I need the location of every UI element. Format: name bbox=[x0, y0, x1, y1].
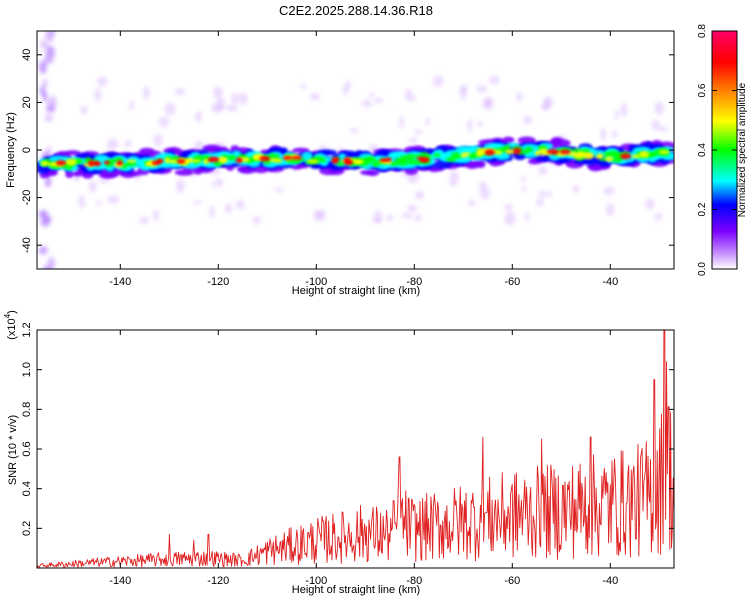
colorbar-tick-label: 0.6 bbox=[697, 83, 708, 97]
spectrogram-x-tick-label: -40 bbox=[602, 276, 618, 288]
spectrogram-y-tick-label: 40 bbox=[21, 49, 33, 61]
chart-title: C2E2.2025.288.14.36.R18 bbox=[279, 3, 433, 18]
spectrogram-x-tick-label: -60 bbox=[504, 276, 520, 288]
colorbar-ticks: 0.0 0.2 0.4 0.6 0.8 bbox=[697, 24, 737, 276]
snr-panel: -140 -120 -100 -80 -60 -40 0.2 0.4 0.6 0.8 1.0 1.2… bbox=[3, 310, 675, 596]
snr-series-line bbox=[37, 330, 674, 568]
svg-text:(x104): (x104) bbox=[3, 310, 18, 340]
spectrogram-x-tick-label: -140 bbox=[109, 276, 131, 288]
spectrogram-x-tick-label: -80 bbox=[406, 276, 422, 288]
snr-x-tick-label: -140 bbox=[109, 575, 131, 587]
snr-x-axis-label: Height of straight line (km) bbox=[292, 584, 420, 596]
spectrogram-y-tick-label: -20 bbox=[21, 190, 33, 206]
snr-scale-prefix: (x10 bbox=[6, 318, 18, 339]
spectrogram-x-ticks: -140 -120 -100 -80 -60 -40 bbox=[109, 31, 618, 288]
spectrogram-y-tick-label: 20 bbox=[21, 96, 33, 108]
snr-y-tick-label: 1.0 bbox=[21, 362, 33, 377]
snr-plot-area bbox=[37, 330, 674, 568]
colorbar-label: Normalized spectral amplitude bbox=[737, 82, 748, 217]
snr-x-tick-label: -80 bbox=[406, 575, 422, 587]
snr-scale-note: (x104) bbox=[3, 310, 18, 340]
spectrogram-y-tick-label: 0 bbox=[21, 147, 33, 153]
snr-x-ticks: -140 -120 -100 -80 -60 -40 bbox=[109, 330, 618, 587]
snr-y-tick-label: 0.6 bbox=[21, 441, 33, 456]
spectrogram-y-axis-label: Frequency (Hz) bbox=[5, 112, 17, 188]
snr-x-tick-label: -60 bbox=[504, 575, 520, 587]
snr-x-tick-label: -100 bbox=[305, 575, 327, 587]
spectrogram-y-ticks: 40 20 0 -20 -40 bbox=[21, 49, 674, 253]
snr-y-ticks: 0.2 0.4 0.6 0.8 1.0 1.2 bbox=[21, 322, 674, 536]
spectrogram-y-tick-label: -40 bbox=[21, 237, 33, 253]
snr-scale-close: ) bbox=[6, 310, 18, 314]
spectrogram-panel: -140 -120 -100 -80 -60 -40 40 20 0 -20 -40 Height… bbox=[5, 30, 675, 297]
snr-x-tick-label: -120 bbox=[207, 575, 229, 587]
colorbar-tick-label: 0.4 bbox=[697, 143, 708, 157]
snr-y-tick-label: 0.8 bbox=[21, 402, 33, 417]
colorbar-tick-label: 0.8 bbox=[697, 24, 708, 38]
spectrogram-x-axis-label: Height of straight line (km) bbox=[292, 285, 420, 297]
snr-y-tick-label: 0.2 bbox=[21, 521, 33, 536]
spectrogram-x-tick-label: -120 bbox=[207, 276, 229, 288]
snr-y-tick-label: 1.2 bbox=[21, 322, 33, 337]
snr-scale-exponent: 4 bbox=[3, 313, 12, 318]
spectrogram-x-tick-label: -100 bbox=[305, 276, 327, 288]
colorbar: 0.0 0.2 0.4 0.6 0.8 Normalized spectral ampl… bbox=[697, 24, 748, 276]
snr-x-tick-label: -40 bbox=[602, 575, 618, 587]
snr-y-tick-label: 0.4 bbox=[21, 481, 33, 496]
spectrogram-heat bbox=[37, 31, 674, 269]
colorbar-tick-label: 0.0 bbox=[697, 262, 708, 276]
snr-y-axis-label: SNR (10 * v/v) bbox=[7, 415, 19, 485]
colorbar-tick-label: 0.2 bbox=[697, 202, 708, 216]
